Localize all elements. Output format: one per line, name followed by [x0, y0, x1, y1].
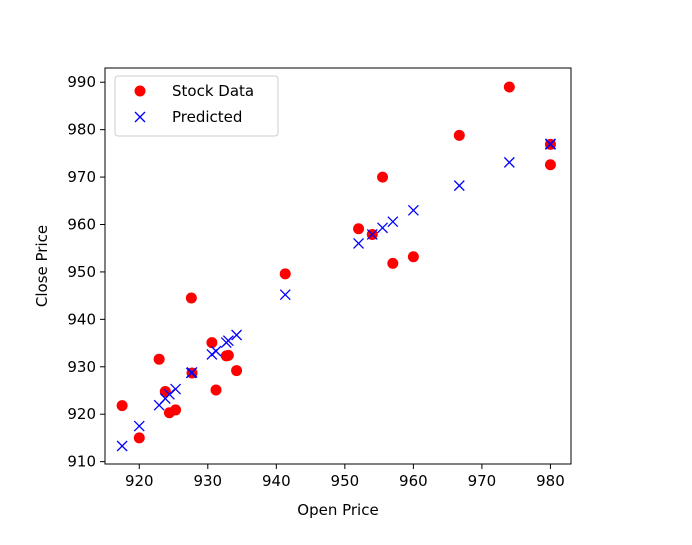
point-stock-data	[353, 223, 365, 235]
point-predicted	[116, 440, 128, 452]
point-stock-data	[279, 268, 291, 280]
point-stock-data	[159, 385, 171, 397]
y-tick-label: 970	[67, 168, 96, 186]
y-axis-ticks: 910 920 930 940 950 960 970 980 990	[67, 73, 105, 471]
x-tick-label: 950	[331, 472, 360, 490]
point-predicted	[186, 367, 198, 378]
point-stock-data	[231, 365, 243, 377]
point-predicted	[222, 335, 234, 347]
point-predicted	[453, 180, 465, 192]
point-stock-data	[185, 292, 197, 304]
x-tick-label: 930	[193, 472, 222, 490]
point-stock-data	[153, 353, 165, 365]
y-tick-label: 950	[67, 263, 96, 281]
legend-label-predicted: Predicted	[172, 108, 242, 126]
point-predicted	[503, 156, 515, 168]
x-axis-label: Open Price	[297, 501, 378, 519]
point-predicted	[170, 383, 182, 395]
point-stock-data	[544, 159, 556, 171]
point-predicted	[387, 216, 399, 228]
plot-frame	[104, 67, 572, 465]
x-tick-label: 940	[262, 472, 291, 490]
point-predicted	[407, 204, 419, 216]
y-tick-label: 930	[67, 358, 96, 376]
legend-label-stock-data: Stock Data	[172, 82, 254, 100]
point-stock-data	[210, 384, 222, 396]
point-stock-data	[222, 349, 234, 361]
point-predicted	[210, 345, 222, 357]
point-predicted	[366, 229, 378, 240]
legend-box	[114, 75, 279, 137]
legend-marker-predicted	[134, 111, 146, 123]
y-tick-label: 960	[67, 216, 96, 234]
point-stock-data	[133, 432, 145, 444]
point-stock-data	[407, 251, 419, 263]
point-stock-data	[387, 257, 399, 269]
y-tick-label: 980	[67, 121, 96, 139]
legend-marker-stock-data	[134, 85, 146, 97]
point-predicted	[279, 289, 291, 301]
point-predicted	[133, 420, 145, 432]
x-tick-label: 920	[125, 472, 154, 490]
point-stock-data	[116, 400, 128, 412]
point-stock-data	[503, 81, 515, 93]
x-tick-label: 970	[468, 472, 497, 490]
point-predicted	[377, 222, 389, 234]
point-predicted	[163, 388, 175, 400]
y-tick-label: 990	[67, 73, 96, 91]
legend: Stock Data Predicted	[114, 75, 279, 137]
x-tick-label: 960	[399, 472, 428, 490]
point-stock-data	[377, 171, 389, 183]
point-stock-data	[170, 404, 182, 416]
point-stock-data	[453, 129, 465, 141]
y-tick-label: 910	[67, 453, 96, 471]
data-points	[116, 81, 556, 452]
y-axis-label: Close Price	[33, 225, 51, 307]
point-stock-data	[206, 337, 218, 349]
y-tick-label: 940	[67, 310, 96, 328]
point-predicted	[231, 329, 243, 341]
y-tick-label: 920	[67, 405, 96, 423]
x-tick-label: 980	[536, 472, 565, 490]
point-predicted	[353, 238, 365, 249]
x-axis-ticks: 920 930 940 950 960 970 980	[125, 464, 565, 490]
point-predicted	[544, 138, 556, 150]
